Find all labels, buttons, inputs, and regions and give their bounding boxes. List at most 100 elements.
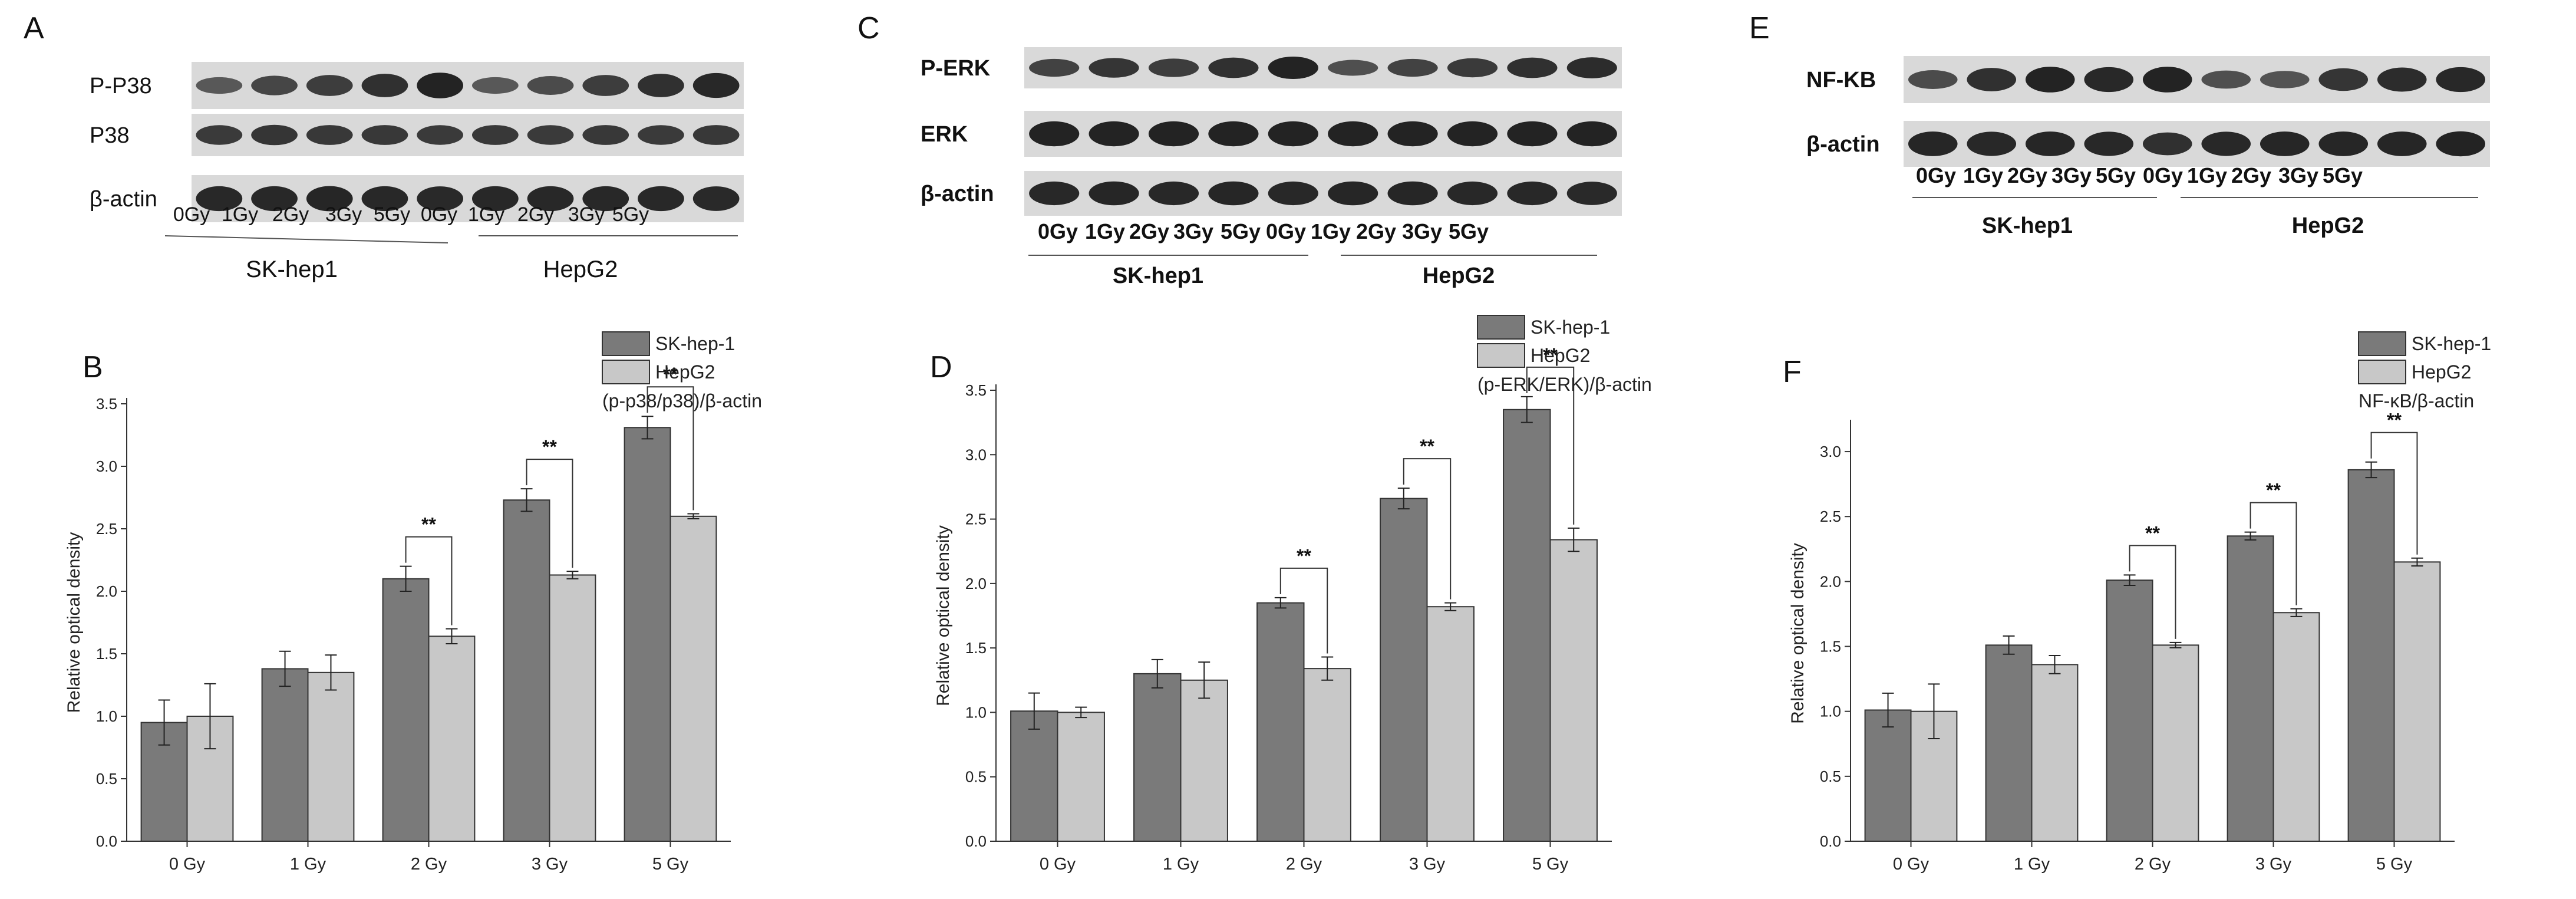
blot-band: [2025, 131, 2075, 156]
blot-band: [2318, 131, 2369, 156]
blot-band: [306, 186, 353, 212]
y-axis-label: Relative optical density: [64, 532, 84, 713]
lane-label: 2Gy: [1129, 219, 1169, 243]
lane-label: 0Gy: [421, 203, 457, 226]
bar-hepg2: [2152, 644, 2199, 842]
lane-label: 3Gy: [2278, 163, 2318, 187]
blot-band: [638, 74, 684, 97]
panel-letter-c: C: [857, 11, 880, 45]
lane-label: 3Gy: [1173, 219, 1213, 243]
blot-band: [1029, 58, 1080, 77]
blot-band: [582, 125, 629, 145]
legend-note: (p-ERK/ERK)/β-actin: [1477, 374, 1652, 395]
x-tick-label: 3 Gy: [1409, 855, 1446, 874]
blot-band: [2142, 132, 2192, 156]
blot-band: [1566, 182, 1617, 205]
blot-band: [1387, 58, 1438, 77]
blot-band: [1268, 121, 1318, 147]
blot-band: [417, 73, 464, 98]
blot-band: [361, 186, 408, 212]
y-tick-label: 1.0: [96, 707, 117, 725]
blot-row-label: P-P38: [90, 74, 152, 98]
lane-label: 2Gy: [517, 203, 554, 226]
blot-panel-a: A P-P38 P38 β-actin 0Gy 1Gy 2Gy 3Gy 5Gy 0Gy 1Gy 2Gy…: [24, 11, 744, 282]
blot-band: [471, 77, 519, 94]
legend-note: NF-κB/β-actin: [2359, 390, 2474, 411]
blot-band: [1967, 131, 2017, 156]
y-tick-label: 0.0: [965, 832, 987, 850]
bar-hepg2: [1426, 606, 1475, 842]
y-tick-label: 0.0: [96, 832, 117, 850]
blot-band: [196, 186, 243, 212]
blot-band: [1566, 57, 1617, 78]
x-tick-label: 1 Gy: [290, 855, 326, 874]
x-tick-label: 1 Gy: [2014, 855, 2050, 874]
bar-hepg2: [669, 515, 717, 842]
blot-band: [1908, 70, 1958, 89]
blot-band: [1208, 57, 1259, 78]
y-tick-label: 3.0: [965, 446, 987, 463]
significance-label: **: [1297, 545, 1311, 567]
blot-band: [692, 125, 740, 145]
blot-band: [1507, 181, 1558, 206]
blot-band: [196, 77, 243, 94]
lane-label: 0Gy: [1266, 219, 1306, 243]
lane-label: 5Gy: [612, 203, 649, 226]
blot-band: [692, 186, 740, 211]
bar-hepg2: [549, 574, 596, 842]
lane-label: 5Gy: [2096, 163, 2136, 187]
blot-band: [1447, 58, 1498, 78]
blot-band: [251, 75, 298, 96]
group-label: HepG2: [2292, 213, 2364, 238]
bar-sk-hep-1: [1010, 710, 1058, 842]
group-label: SK-hep1: [246, 256, 338, 282]
lane-label: 5Gy: [1221, 219, 1261, 243]
group-underline: [164, 235, 448, 243]
significance-label: **: [2387, 410, 2402, 431]
significance-bracket: [1526, 366, 1575, 525]
y-tick-label: 1.0: [1820, 703, 1841, 720]
blot-band: [2084, 131, 2134, 156]
significance-bracket: [647, 386, 694, 511]
blot-band: [2318, 68, 2369, 91]
legend-label: HepG2: [1531, 345, 1590, 366]
blot-band: [2142, 67, 2192, 93]
lane-label: 2Gy: [2007, 163, 2047, 187]
chart-panel-b: B 0.0 0.5 1.0 1.5 2.0 2.5 3.0 3.5 Relative optica…: [64, 331, 762, 874]
bar-sk-hep-1: [2347, 469, 2395, 842]
x-tick-label: 1 Gy: [1163, 855, 1199, 874]
group-label: HepG2: [543, 256, 618, 282]
blot-band: [1268, 181, 1318, 206]
blot-band: [527, 76, 574, 95]
chart-panel-d: D 0.0 0.5 1.0 1.5 2.0 2.5 3.0 3.5 Relative optica…: [930, 315, 1652, 874]
blot-band: [1208, 121, 1259, 147]
panel-letter-e: E: [1749, 11, 1770, 45]
blot-band: [1908, 131, 1958, 156]
bar-hepg2: [1180, 679, 1228, 842]
panel-letter-f: F: [1783, 355, 1802, 389]
legend-swatch: [602, 331, 650, 356]
significance-bracket: [2129, 545, 2176, 639]
bar-sk-hep-1: [382, 578, 430, 842]
significance-bracket: [1403, 458, 1452, 600]
y-tick-label: 3.0: [1820, 443, 1841, 460]
legend-label: HepG2: [655, 361, 715, 383]
y-tick-label: 1.5: [1820, 638, 1841, 656]
x-tick-label: 2 Gy: [411, 855, 447, 874]
bar-sk-hep-1: [2227, 535, 2274, 842]
x-tick-label: 3 Gy: [2255, 855, 2292, 874]
blot-row-label: β-actin: [1806, 132, 1880, 157]
significance-bracket: [1279, 567, 1328, 654]
blot-band: [638, 186, 684, 212]
blot-band: [1328, 121, 1378, 147]
y-tick-label: 0.5: [96, 770, 117, 788]
blot-band: [471, 125, 519, 145]
lane-label: 1Gy: [2187, 163, 2227, 187]
blot-band: [1566, 121, 1617, 147]
legend-swatch: [2358, 331, 2406, 356]
legend-swatch: [602, 360, 650, 384]
y-tick-label: 2.5: [1820, 508, 1841, 525]
blot-band: [2201, 131, 2251, 156]
lane-label: 0Gy: [173, 203, 210, 226]
